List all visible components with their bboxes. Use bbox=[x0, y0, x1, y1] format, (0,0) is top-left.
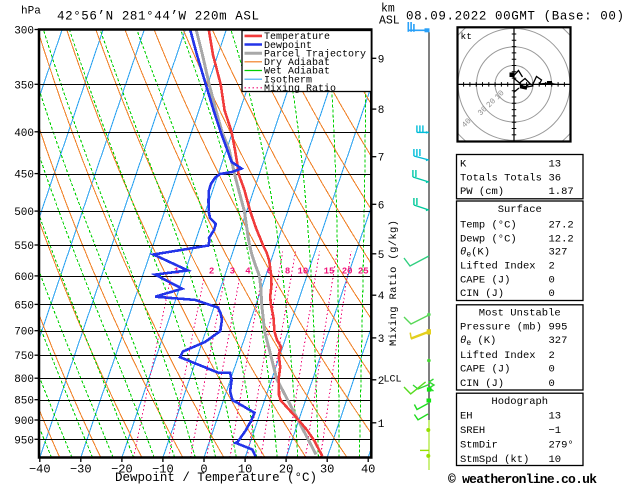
svg-text:850: 850 bbox=[14, 396, 34, 408]
svg-text:Totals Totals: Totals Totals bbox=[460, 173, 542, 185]
svg-text:350: 350 bbox=[14, 80, 34, 92]
svg-text:800: 800 bbox=[14, 374, 34, 386]
svg-text:08.09.2022 00GMT (Base: 00): 08.09.2022 00GMT (Base: 00) bbox=[406, 10, 624, 24]
svg-text:Mixing Ratio: Mixing Ratio bbox=[264, 83, 336, 95]
svg-text:Dry Adiabat: Dry Adiabat bbox=[264, 57, 330, 69]
svg-text:Dewpoint / Temperature (°C): Dewpoint / Temperature (°C) bbox=[115, 471, 317, 485]
svg-text:Isotherm: Isotherm bbox=[264, 74, 312, 86]
svg-text:3: 3 bbox=[230, 267, 235, 277]
svg-text:ASL: ASL bbox=[379, 15, 400, 28]
svg-text:950: 950 bbox=[14, 435, 34, 447]
svg-text:20: 20 bbox=[342, 267, 353, 277]
svg-text:300: 300 bbox=[14, 26, 34, 38]
svg-text:Pressure (mb): Pressure (mb) bbox=[460, 321, 542, 333]
svg-text:650: 650 bbox=[14, 300, 34, 312]
svg-text:0: 0 bbox=[549, 364, 555, 376]
svg-text:10: 10 bbox=[549, 454, 562, 466]
svg-text:6: 6 bbox=[378, 200, 385, 212]
svg-text:500: 500 bbox=[14, 207, 34, 219]
svg-text:Mixing Ratio (g/kg): Mixing Ratio (g/kg) bbox=[388, 220, 400, 346]
svg-text:EH: EH bbox=[460, 410, 473, 422]
svg-text:7: 7 bbox=[378, 153, 385, 165]
svg-text:10: 10 bbox=[238, 463, 252, 477]
svg-text:km: km bbox=[381, 3, 395, 16]
svg-text:0: 0 bbox=[549, 274, 555, 286]
svg-text:θe(K): θe(K) bbox=[460, 247, 490, 260]
svg-text:700: 700 bbox=[14, 327, 34, 339]
svg-text:550: 550 bbox=[14, 241, 34, 253]
svg-text:4: 4 bbox=[378, 291, 385, 303]
svg-text:kt: kt bbox=[461, 31, 472, 42]
svg-text:9: 9 bbox=[378, 54, 385, 66]
svg-text:SREH: SREH bbox=[460, 425, 485, 437]
svg-text:27.2: 27.2 bbox=[549, 220, 574, 232]
svg-text:42°56’N 281°44’W 220m ASL: 42°56’N 281°44’W 220m ASL bbox=[57, 10, 259, 24]
svg-text:θe (K): θe (K) bbox=[460, 335, 496, 348]
svg-text:327: 327 bbox=[549, 335, 568, 347]
svg-text:2: 2 bbox=[549, 260, 555, 272]
svg-text:hPa: hPa bbox=[21, 6, 41, 18]
svg-text:400: 400 bbox=[14, 128, 34, 140]
svg-text:PW (cm): PW (cm) bbox=[460, 186, 504, 198]
svg-text:1.87: 1.87 bbox=[549, 186, 574, 198]
svg-text:12.2: 12.2 bbox=[549, 233, 574, 245]
svg-text:Hodograph: Hodograph bbox=[491, 396, 548, 408]
svg-text:10: 10 bbox=[297, 267, 308, 277]
svg-text:−10: −10 bbox=[152, 463, 174, 477]
svg-text:450: 450 bbox=[14, 170, 34, 182]
svg-text:0: 0 bbox=[549, 288, 555, 300]
svg-text:3: 3 bbox=[378, 334, 385, 346]
svg-text:CIN (J): CIN (J) bbox=[460, 288, 504, 300]
svg-text:8: 8 bbox=[378, 105, 385, 117]
svg-text:Surface: Surface bbox=[498, 204, 542, 216]
svg-text:1: 1 bbox=[378, 419, 385, 431]
svg-text:8: 8 bbox=[285, 267, 290, 277]
svg-text:20: 20 bbox=[279, 463, 293, 477]
svg-text:2: 2 bbox=[378, 376, 385, 388]
svg-text:CAPE (J): CAPE (J) bbox=[460, 364, 510, 376]
svg-text:CAPE (J): CAPE (J) bbox=[460, 274, 510, 286]
svg-text:Wet Adiabat: Wet Adiabat bbox=[264, 66, 330, 78]
svg-text:5: 5 bbox=[378, 250, 385, 262]
svg-text:−1: −1 bbox=[549, 425, 562, 437]
svg-text:4: 4 bbox=[245, 267, 251, 277]
svg-text:750: 750 bbox=[14, 351, 34, 363]
svg-text:13: 13 bbox=[549, 410, 562, 422]
svg-text:0: 0 bbox=[549, 378, 555, 390]
svg-text:600: 600 bbox=[14, 272, 34, 284]
svg-text:Most Unstable: Most Unstable bbox=[479, 308, 561, 320]
svg-text:Temp (°C): Temp (°C) bbox=[460, 220, 517, 232]
svg-text:Parcel Trajectory: Parcel Trajectory bbox=[264, 48, 366, 60]
svg-text:© weatheronline.co.uk: © weatheronline.co.uk bbox=[448, 472, 597, 486]
svg-text:CIN (J): CIN (J) bbox=[460, 378, 504, 390]
svg-text:StmSpd (kt): StmSpd (kt) bbox=[460, 454, 529, 466]
svg-text:Lifted Index: Lifted Index bbox=[460, 350, 536, 362]
svg-text:40: 40 bbox=[361, 463, 375, 477]
svg-text:2: 2 bbox=[549, 350, 555, 362]
svg-text:15: 15 bbox=[324, 267, 335, 277]
svg-text:2: 2 bbox=[209, 267, 214, 277]
svg-text:13: 13 bbox=[549, 159, 562, 171]
svg-text:995: 995 bbox=[549, 321, 568, 333]
svg-text:K: K bbox=[460, 159, 467, 171]
svg-text:LCL: LCL bbox=[384, 375, 402, 386]
svg-text:−20: −20 bbox=[111, 463, 133, 477]
svg-text:Lifted Index: Lifted Index bbox=[460, 260, 536, 272]
svg-text:36: 36 bbox=[549, 173, 562, 185]
svg-text:Dewpoint: Dewpoint bbox=[264, 40, 312, 52]
svg-text:279°: 279° bbox=[549, 440, 574, 452]
svg-text:0: 0 bbox=[200, 463, 207, 477]
svg-text:900: 900 bbox=[14, 416, 34, 428]
svg-text:Dewp (°C): Dewp (°C) bbox=[460, 233, 517, 245]
svg-text:StmDir: StmDir bbox=[460, 440, 498, 452]
svg-text:327: 327 bbox=[549, 247, 568, 259]
svg-text:Temperature: Temperature bbox=[264, 32, 330, 43]
svg-text:25: 25 bbox=[358, 267, 369, 277]
svg-text:30: 30 bbox=[320, 463, 334, 477]
svg-text:−40: −40 bbox=[29, 463, 51, 477]
svg-text:−30: −30 bbox=[70, 463, 92, 477]
